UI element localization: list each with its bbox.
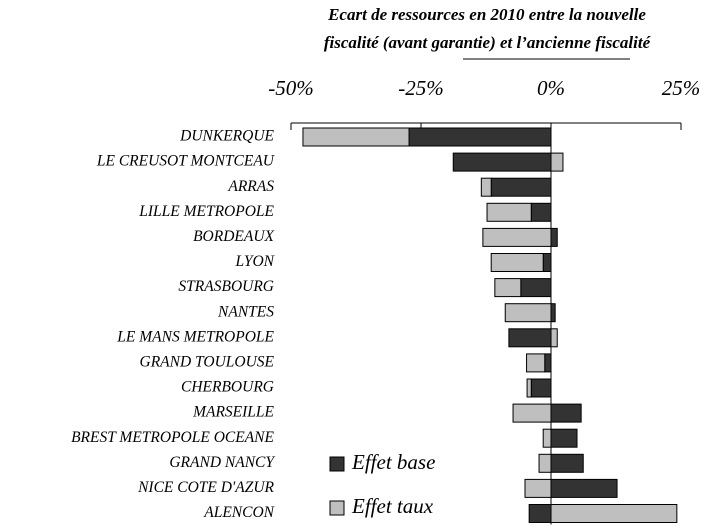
legend-swatch	[329, 456, 345, 472]
bar	[542, 428, 552, 448]
bar	[530, 202, 552, 222]
bar	[490, 177, 552, 197]
x-tick-label: 0%	[537, 76, 565, 100]
y-tick-label: LE MANS METROPOLE	[116, 328, 274, 345]
bar	[482, 227, 552, 247]
y-tick-label: BORDEAUX	[193, 228, 274, 245]
bar	[494, 278, 522, 298]
bar	[538, 453, 552, 473]
bar	[550, 303, 556, 323]
bar	[550, 227, 558, 247]
bar	[550, 478, 618, 498]
y-tick-label: ARRAS	[227, 178, 274, 195]
bar	[520, 278, 552, 298]
bar	[480, 177, 492, 197]
bar	[530, 378, 552, 398]
bar	[526, 378, 532, 398]
bar	[490, 253, 544, 272]
x-tick-label: -25%	[398, 76, 444, 100]
bar	[408, 127, 552, 147]
legend-label: Effet base	[351, 450, 435, 474]
bar	[452, 152, 552, 172]
x-tick-label: 25%	[662, 76, 701, 100]
bar	[528, 504, 552, 523]
bar	[550, 504, 678, 523]
y-tick-label: GRAND TOULOUSE	[140, 353, 275, 370]
y-tick-label: NICE COTE D'AZUR	[137, 479, 274, 496]
y-tick-label: LE CREUSOT MONTCEAU	[96, 153, 276, 170]
bar	[550, 403, 582, 423]
y-tick-label: STRASBOURG	[178, 278, 274, 295]
bar	[550, 453, 584, 473]
bar	[526, 353, 546, 373]
y-tick-label: BREST METROPOLE OCEANE	[71, 429, 274, 446]
bar	[550, 328, 558, 348]
y-tick-label: CHERBOURG	[181, 379, 274, 396]
bar	[550, 428, 578, 448]
chart-title: Ecart de ressources en 2010 entre la nou…	[327, 5, 646, 24]
bar	[524, 478, 552, 498]
legend-swatch	[329, 500, 345, 516]
y-tick-label: NANTES	[217, 303, 274, 320]
bar	[550, 152, 564, 172]
bar	[302, 127, 410, 147]
bar	[512, 403, 552, 423]
y-tick-label: MARSEILLE	[192, 404, 274, 421]
chart-title: fiscalité (avant garantie) et l’ancienne…	[324, 33, 652, 52]
bar	[486, 202, 532, 222]
y-tick-label: GRAND NANCY	[169, 454, 275, 471]
bar	[508, 328, 552, 348]
bar	[504, 303, 552, 323]
y-tick-label: DUNKERQUE	[179, 128, 274, 145]
y-tick-label: ALENCON	[203, 504, 275, 521]
y-tick-label: LILLE METROPOLE	[138, 203, 274, 220]
x-tick-label: -50%	[268, 76, 314, 100]
legend-label: Effet taux	[351, 494, 434, 518]
bar	[542, 253, 552, 272]
bar	[544, 353, 552, 373]
y-tick-label: LYON	[235, 253, 276, 270]
